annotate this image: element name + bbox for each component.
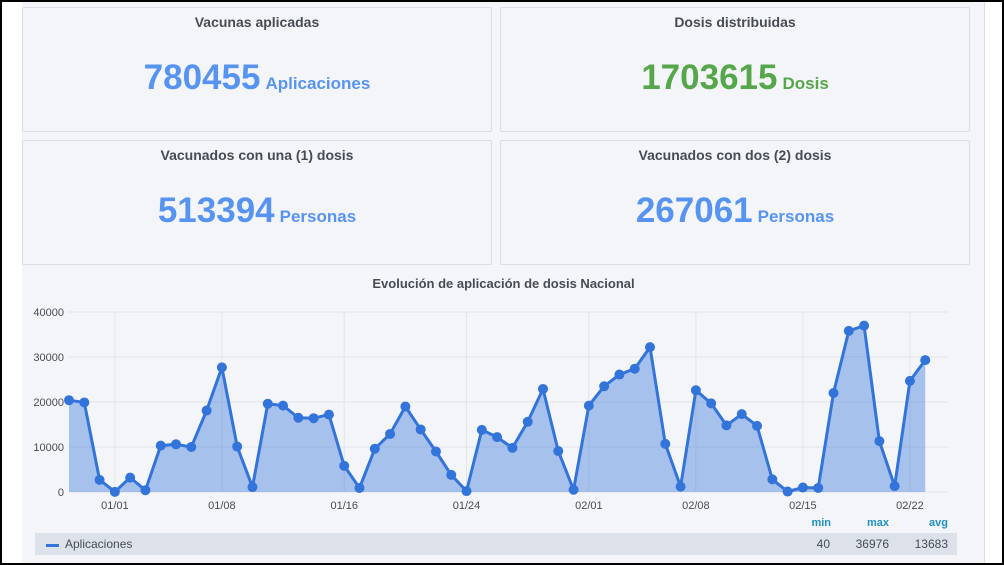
data-point xyxy=(79,397,90,408)
line-chart: 0 10000 20000 30000 40000 01/01 01/08 01/16 01/2… xyxy=(33,307,948,512)
panel-title: Vacunas aplicadas xyxy=(194,14,320,30)
data-point xyxy=(308,413,319,424)
chart-title: Evolución de aplicación de dosis Naciona… xyxy=(372,276,635,291)
data-point xyxy=(415,424,426,435)
data-point xyxy=(537,383,548,394)
data-point xyxy=(706,398,717,409)
data-point xyxy=(904,375,915,386)
data-point xyxy=(262,398,273,409)
data-point xyxy=(354,482,365,493)
stat-panel-una-dosis: Vacunados con una (1) dosis 513394 Person… xyxy=(22,140,492,265)
stat-value: 780455 xyxy=(143,58,261,97)
data-point xyxy=(293,412,304,423)
stat-panel-vacunas-aplicadas: Vacunas aplicadas 780455 Aplicaciones xyxy=(22,7,492,132)
data-point xyxy=(339,460,350,471)
data-point xyxy=(507,442,518,453)
stat-value: 1703615 xyxy=(641,58,778,97)
legend-min: 40 xyxy=(816,537,830,551)
stat-unit: Personas xyxy=(757,207,835,226)
dashboard: Vacunas aplicadas 780455 Aplicaciones Dos… xyxy=(22,0,985,565)
data-point xyxy=(278,400,289,411)
stat-unit: Dosis xyxy=(782,74,829,93)
x-tick-label: 01/16 xyxy=(330,500,358,512)
y-tick-label: 20000 xyxy=(33,397,64,409)
legend-header-min: min xyxy=(811,517,831,529)
data-point xyxy=(660,438,671,449)
stat-value: 513394 xyxy=(157,191,275,230)
data-point xyxy=(889,481,900,492)
data-point xyxy=(675,481,686,492)
data-point xyxy=(690,385,701,396)
data-point xyxy=(782,486,793,497)
panel-title: Vacunados con una (1) dosis xyxy=(160,147,354,163)
data-point xyxy=(94,474,105,485)
legend-series-name[interactable]: Aplicaciones xyxy=(65,537,133,551)
x-tick-label: 02/15 xyxy=(789,500,817,512)
data-point xyxy=(155,440,166,451)
data-point xyxy=(125,472,136,483)
data-point xyxy=(568,484,579,495)
data-point xyxy=(752,420,763,431)
data-point xyxy=(171,439,182,450)
stat-value: 267061 xyxy=(635,191,753,230)
data-point xyxy=(247,482,258,493)
data-point xyxy=(843,325,854,336)
data-point xyxy=(186,442,197,452)
legend-avg: 13683 xyxy=(914,537,948,551)
data-point xyxy=(522,416,533,427)
x-tick-label: 02/08 xyxy=(682,500,710,512)
data-point xyxy=(201,405,212,416)
data-point xyxy=(446,469,457,480)
data-point xyxy=(920,355,931,366)
data-point xyxy=(721,420,732,431)
y-tick-label: 0 xyxy=(58,487,64,499)
data-point xyxy=(767,474,778,485)
panel-title: Dosis distribuidas xyxy=(674,14,796,30)
data-point xyxy=(64,395,74,406)
data-point xyxy=(492,432,503,443)
stat-unit: Aplicaciones xyxy=(265,74,371,93)
data-point xyxy=(109,486,120,497)
y-tick-label: 40000 xyxy=(33,307,64,319)
data-point xyxy=(369,443,380,454)
data-point xyxy=(629,363,640,374)
data-point xyxy=(461,486,472,497)
y-tick-label: 30000 xyxy=(33,352,64,364)
data-point xyxy=(385,428,396,439)
data-point xyxy=(430,446,441,457)
data-point xyxy=(614,369,625,380)
data-point xyxy=(828,388,839,398)
legend-header-max: max xyxy=(866,517,889,529)
data-point xyxy=(645,342,656,353)
legend-row-aplicaciones[interactable]: Aplicaciones 40 36976 13683 xyxy=(35,533,957,555)
data-point xyxy=(216,362,227,373)
x-tick-label: 02/22 xyxy=(896,500,924,512)
legend-header-avg: avg xyxy=(929,517,948,529)
panel-title: Vacunados con dos (2) dosis xyxy=(638,147,832,163)
legend-max: 36976 xyxy=(855,537,889,551)
data-point xyxy=(140,485,151,496)
data-point xyxy=(323,409,334,420)
stat-panel-dosis-distribuidas: Dosis distribuidas 1703615 Dosis xyxy=(500,7,970,132)
y-tick-label: 10000 xyxy=(33,442,64,454)
data-point xyxy=(874,436,885,447)
series-area xyxy=(69,325,926,492)
data-point xyxy=(476,424,487,435)
data-point xyxy=(232,441,243,452)
x-tick-label: 01/24 xyxy=(453,500,481,512)
data-point xyxy=(553,446,564,457)
data-point xyxy=(400,401,411,412)
data-point xyxy=(813,482,824,493)
series-color-swatch xyxy=(46,544,59,547)
data-point xyxy=(599,381,610,392)
x-tick-label: 02/01 xyxy=(575,500,603,512)
x-tick-label: 01/08 xyxy=(208,500,236,512)
data-point xyxy=(797,482,808,493)
x-tick-label: 01/01 xyxy=(101,500,129,512)
data-point xyxy=(583,400,594,411)
data-point xyxy=(736,409,747,420)
stat-unit: Personas xyxy=(279,207,357,226)
data-point xyxy=(859,320,870,331)
stat-panel-dos-dosis: Vacunados con dos (2) dosis 267061 Person… xyxy=(500,140,970,265)
